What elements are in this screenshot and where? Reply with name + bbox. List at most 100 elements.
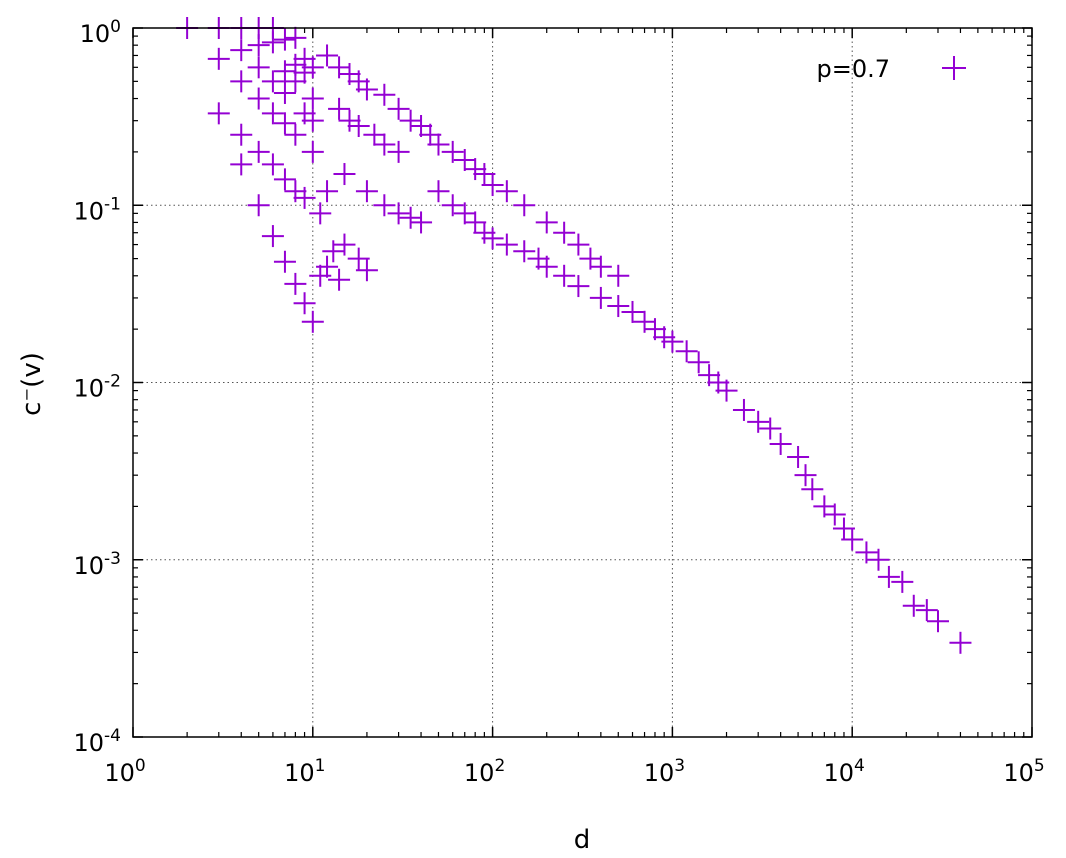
data-point — [328, 97, 351, 120]
data-point — [333, 233, 356, 256]
data-point — [373, 83, 396, 106]
data-point — [759, 417, 782, 440]
data-point — [464, 211, 487, 234]
data-point — [399, 206, 422, 229]
data-point — [247, 87, 270, 110]
data-point — [207, 102, 230, 125]
data-point — [513, 240, 536, 263]
legend-label: p=0.7 — [816, 55, 890, 83]
data-point — [410, 114, 433, 137]
x-tick-label: 104 — [824, 756, 865, 787]
data-point — [715, 379, 738, 402]
data-point — [535, 255, 558, 278]
legend-marker — [942, 56, 966, 80]
data-point — [373, 194, 396, 217]
data-point — [273, 168, 296, 191]
plot-frame — [132, 27, 1033, 738]
data-point — [926, 610, 949, 633]
data-point — [301, 87, 324, 110]
data-point — [453, 149, 476, 172]
data-point — [687, 351, 710, 374]
data-point — [301, 310, 324, 333]
data-point — [316, 180, 339, 203]
x-tick-label: 101 — [284, 756, 325, 787]
x-tick-label: 103 — [644, 756, 685, 787]
data-point — [261, 102, 284, 125]
data-point — [589, 286, 612, 309]
data-point — [410, 211, 433, 234]
y-axis-label: c⁻(v) — [17, 352, 47, 416]
data-point — [427, 133, 450, 156]
x-tick-labels: 100 101 102 103 104 105 — [104, 756, 1044, 787]
data-point — [301, 140, 324, 163]
data-point — [661, 330, 684, 353]
x-tick-label: 105 — [1003, 756, 1044, 787]
data-point — [441, 140, 464, 163]
data-point — [247, 34, 270, 57]
data-point — [675, 340, 698, 363]
data-point — [621, 300, 644, 323]
data-point — [261, 153, 284, 176]
data-point — [316, 44, 339, 67]
data-point — [513, 194, 536, 217]
data-point — [316, 255, 339, 278]
data-point — [464, 158, 487, 181]
data-point — [347, 247, 370, 270]
data-point — [301, 109, 324, 132]
data-point — [855, 541, 878, 564]
data-point — [373, 133, 396, 156]
data-point — [261, 31, 284, 54]
data-point — [284, 272, 307, 295]
data-point — [877, 565, 900, 588]
data-point — [495, 180, 518, 203]
data-point — [247, 194, 270, 217]
y-tick-label: 100 — [80, 17, 121, 48]
data-point — [230, 153, 253, 176]
legend: p=0.7 — [816, 55, 966, 83]
data-point — [427, 180, 450, 203]
data-point — [607, 295, 630, 318]
data-point — [441, 194, 464, 217]
data-point — [453, 202, 476, 225]
data-point — [273, 81, 296, 104]
data-point — [481, 174, 504, 197]
data-point — [247, 140, 270, 163]
data-point — [387, 202, 410, 225]
data-point — [230, 123, 253, 146]
data-point — [363, 123, 386, 146]
data-point — [535, 211, 558, 234]
data-point — [387, 97, 410, 120]
data-point — [293, 186, 316, 209]
data-point — [902, 594, 925, 617]
data-point — [230, 70, 253, 93]
data-point — [915, 599, 938, 622]
data-point — [399, 109, 422, 132]
data-point — [387, 140, 410, 163]
data-point — [347, 114, 370, 137]
data-point — [823, 503, 846, 526]
data-point — [567, 233, 590, 256]
data-point — [301, 56, 324, 79]
data-point — [567, 275, 590, 298]
y-tick-label: 10-4 — [74, 726, 122, 757]
x-axis-label: d — [574, 825, 591, 855]
data-point — [328, 268, 351, 291]
data-point — [273, 250, 296, 273]
data-point — [747, 410, 770, 433]
data-point — [891, 570, 914, 593]
data-point — [261, 225, 284, 248]
x-tick-label: 100 — [104, 756, 145, 787]
data-point — [293, 292, 316, 315]
x-tick-label: 102 — [464, 756, 505, 787]
data-point — [322, 240, 345, 263]
data-point — [355, 180, 378, 203]
y-tick-label: 10-3 — [74, 549, 122, 580]
data-point — [284, 70, 307, 93]
data-point — [607, 264, 630, 287]
data-point — [230, 39, 253, 62]
data-point — [553, 264, 576, 287]
data-point — [801, 478, 824, 501]
data-point — [732, 398, 755, 421]
data-point — [769, 432, 792, 455]
